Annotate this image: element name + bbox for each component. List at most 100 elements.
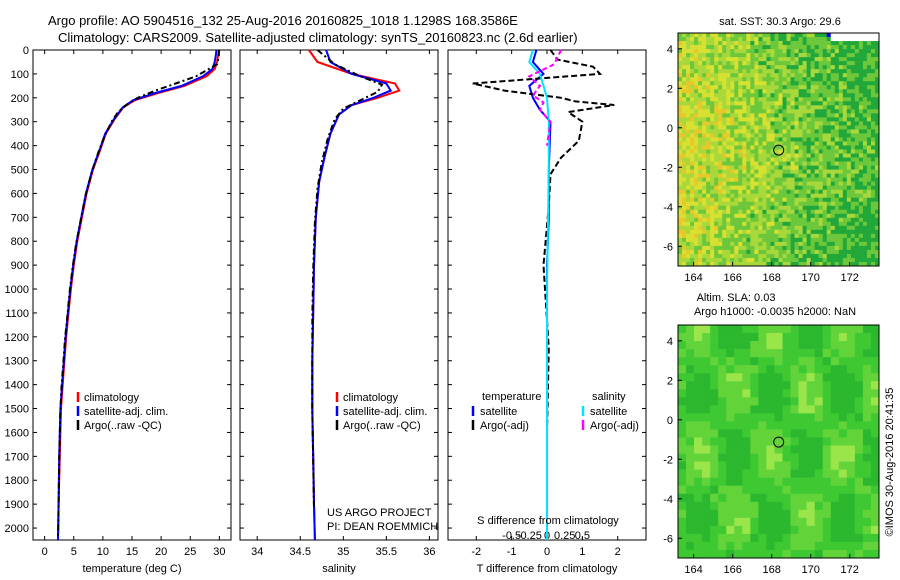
- map-cell: [718, 177, 723, 182]
- map-cell: [822, 233, 828, 239]
- map-cell: [726, 373, 735, 382]
- map-cell: [858, 145, 864, 150]
- map-cell: [846, 77, 852, 82]
- map-cell: [690, 221, 695, 227]
- map-cell: [766, 365, 775, 374]
- map-cell: [866, 53, 872, 58]
- map-cell: [862, 469, 872, 478]
- map-cell: [858, 237, 864, 243]
- map-cell: [870, 249, 876, 255]
- map-cell: [682, 129, 687, 134]
- map-cell: [846, 161, 852, 166]
- map-cell: [762, 193, 767, 199]
- map-cell: [722, 241, 727, 247]
- map-cell: [842, 129, 848, 134]
- map-cell: [726, 413, 735, 422]
- map-cell: [814, 241, 819, 247]
- map-cell: [842, 185, 848, 190]
- map-cell: [834, 169, 840, 174]
- map-cell: [854, 213, 860, 219]
- map-cell: [734, 245, 739, 251]
- map-cell: [826, 149, 832, 154]
- map-cell: [742, 149, 747, 154]
- map-cell: [838, 157, 844, 162]
- map-cell: [718, 53, 723, 58]
- map-cell: [842, 153, 848, 158]
- map-cell: [750, 333, 759, 342]
- map-cell: [754, 257, 759, 263]
- map-cell: [710, 189, 715, 194]
- map-cell: [718, 189, 723, 194]
- map-cell: [734, 397, 743, 406]
- map-cell: [794, 129, 799, 134]
- map-cell: [702, 261, 707, 267]
- map-cell: [710, 253, 715, 259]
- map-cell: [714, 137, 719, 142]
- map-cell: [854, 189, 860, 194]
- map-cell: [814, 333, 824, 342]
- map-cell: [818, 249, 824, 255]
- map-cell: [798, 429, 807, 438]
- map-cell: [862, 197, 868, 203]
- map-cell: [802, 157, 807, 162]
- map-cell: [862, 333, 872, 342]
- map-cell: [686, 501, 695, 511]
- map-cell: [702, 85, 707, 90]
- map-cell: [750, 105, 755, 110]
- map-cell: [710, 365, 719, 374]
- map-cell: [778, 229, 783, 235]
- map-cell: [678, 77, 683, 82]
- map-cell: [870, 501, 880, 511]
- map-cell: [830, 149, 836, 154]
- map-cell: [774, 453, 783, 462]
- map-cell: [766, 105, 771, 110]
- map-cell: [742, 37, 747, 42]
- map-cell: [818, 217, 824, 223]
- map-cell: [798, 525, 807, 535]
- map-cell: [822, 253, 828, 259]
- map-cell: [726, 237, 731, 243]
- map-cell: [874, 189, 880, 194]
- map-cell: [750, 221, 755, 227]
- map-cell: [850, 105, 856, 110]
- map-cell: [702, 77, 707, 82]
- map-cell: [742, 241, 747, 247]
- map-cell: [678, 177, 683, 182]
- map-cell: [734, 105, 739, 110]
- map-cell: [682, 257, 687, 263]
- map-cell: [814, 445, 824, 454]
- map-cell: [846, 257, 852, 263]
- map-cell: [854, 501, 864, 511]
- map-cell: [694, 245, 699, 251]
- legend-entry: satellite: [480, 406, 517, 418]
- map-cell: [866, 77, 872, 82]
- x-tick-label: 20: [155, 546, 167, 558]
- map-cell: [746, 241, 751, 247]
- map-cell: [690, 253, 695, 259]
- map-cell: [738, 185, 743, 190]
- map-cell: [718, 517, 727, 527]
- map-cell: [782, 493, 791, 503]
- map-x-tick-label: 170: [802, 272, 820, 284]
- map-cell: [870, 137, 876, 142]
- map-cell: [766, 533, 775, 543]
- map-cell: [714, 37, 719, 42]
- map-cell: [766, 173, 771, 178]
- map-cell: [766, 477, 775, 486]
- map-cell: [718, 169, 723, 174]
- map-cell: [802, 153, 807, 158]
- map-cell: [770, 33, 775, 38]
- map-cell: [830, 221, 836, 227]
- map-cell: [682, 45, 687, 50]
- map-cell: [798, 185, 803, 190]
- map-cell: [822, 325, 832, 334]
- map-cell: [750, 357, 759, 366]
- map-cell: [714, 169, 719, 174]
- map-cell: [694, 241, 699, 247]
- map-cell: [778, 181, 783, 186]
- map-cell: [826, 213, 832, 219]
- map-cell: [790, 57, 795, 62]
- map-cell: [678, 81, 683, 86]
- map-cell: [874, 33, 880, 38]
- map-cell: [734, 381, 743, 390]
